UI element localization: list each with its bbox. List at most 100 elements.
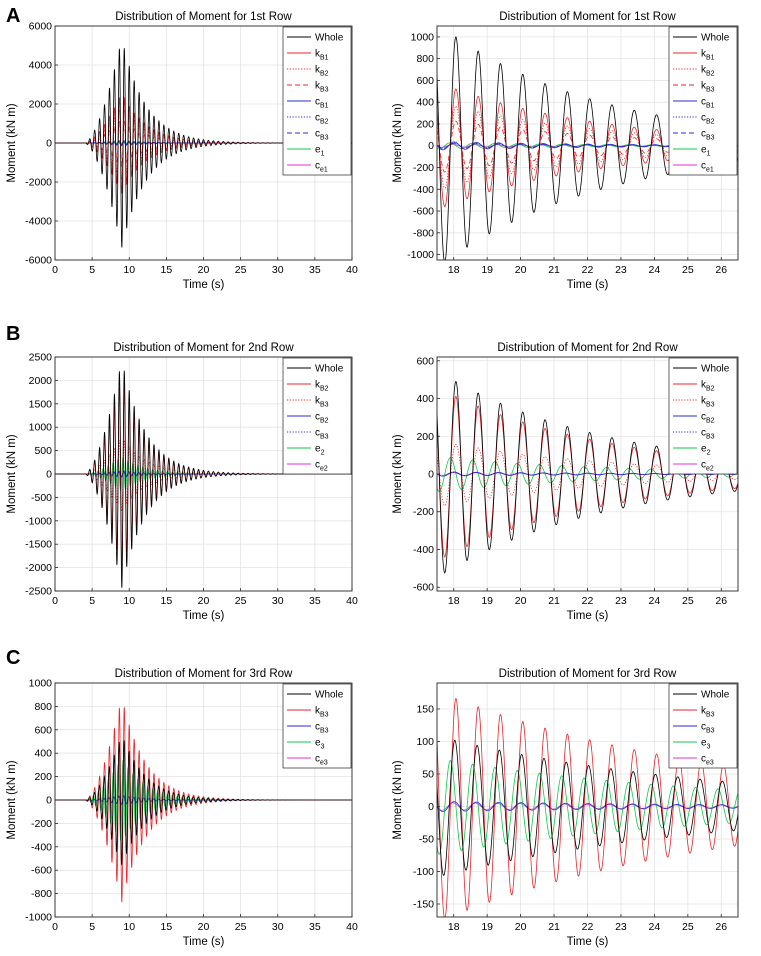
- x-tick-label: 0: [52, 264, 58, 276]
- y-tick-label: -1000: [407, 249, 434, 261]
- series-line-e2: [437, 457, 738, 492]
- x-tick-label: 25: [235, 921, 247, 933]
- y-tick-label: -100: [413, 866, 434, 878]
- legend-entry: e2: [315, 444, 325, 457]
- legend-entry: Whole: [315, 690, 344, 701]
- legend-entry: cB1: [315, 97, 329, 110]
- series-line-whole: [55, 740, 352, 865]
- y-tick-label: 1000: [29, 422, 53, 434]
- series-line-whole: [437, 380, 738, 574]
- axes-frame: [54, 356, 353, 592]
- legend-entry: cB3: [701, 428, 715, 441]
- x-axis-label: Time (s): [183, 610, 225, 622]
- chart-c-zoom: 18 19 20 21 22 23 24 25 26 -150 -100 -50 0 50 100 150 Di…: [392, 668, 739, 948]
- x-tick-label: 30: [272, 264, 284, 276]
- y-axis-label: Moment (kN m): [392, 103, 404, 182]
- legend-entry: Whole: [701, 33, 730, 44]
- y-tick-label: -4000: [25, 216, 52, 228]
- x-tick-label: 25: [682, 264, 694, 276]
- y-tick-label: -50: [419, 834, 434, 846]
- y-tick-label: 50: [422, 769, 434, 781]
- x-tick-label: 21: [548, 264, 560, 276]
- x-tick-label: 20: [515, 595, 527, 607]
- chart-b-zoom: 18 19 20 21 22 23 24 25 26 -600 -400 -200 0 200 400 600…: [392, 342, 739, 622]
- legend-entry: e2: [701, 444, 711, 457]
- y-tick-label: 800: [34, 701, 52, 713]
- x-tick-label: 18: [448, 595, 460, 607]
- y-tick-label: -1500: [25, 539, 52, 551]
- x-tick-label: 40: [346, 595, 358, 607]
- y-tick-label: 1500: [29, 398, 53, 410]
- y-tick-label: -600: [413, 582, 434, 594]
- legend: Whole kB1 kB2 kB3 cB1 cB2 cB3 e1 ce1: [282, 26, 352, 176]
- series-line-kb3: [55, 440, 352, 512]
- series-line-kb3: [437, 443, 738, 507]
- legend-entry: kB2: [315, 380, 329, 393]
- x-tick-label: 35: [309, 921, 321, 933]
- series-line-cb3: [437, 801, 738, 812]
- x-tick-label: 26: [715, 921, 727, 933]
- y-tick-label: 400: [34, 748, 52, 760]
- x-tick-label: 25: [682, 921, 694, 933]
- x-tick-label: 19: [481, 595, 493, 607]
- chart-a: 0 5 10 15 20 25 30 35 40 -6000 -4000 -2000 0 2000 4000…: [6, 11, 358, 291]
- x-tick-label: 30: [272, 921, 284, 933]
- x-tick-label: 18: [448, 264, 460, 276]
- y-tick-label: 400: [416, 97, 434, 109]
- legend-entry: kB3: [315, 706, 329, 719]
- legend: Whole kB1 kB2 kB3 cB1 cB2 cB3 e1 ce1: [668, 26, 738, 176]
- x-tick-label: 18: [448, 921, 460, 933]
- y-axis-label: Moment (kN m): [6, 434, 18, 513]
- panel-label-c: C: [6, 647, 20, 669]
- legend-entry: cB2: [701, 113, 715, 126]
- series-line-whole: [437, 739, 738, 876]
- y-tick-label: 2500: [29, 352, 53, 364]
- x-tick-label: 10: [123, 921, 135, 933]
- legend-entry: cB1: [701, 97, 715, 110]
- x-tick-label: 5: [89, 595, 95, 607]
- legend-entry: Whole: [701, 690, 730, 701]
- x-tick-label: 15: [161, 921, 173, 933]
- x-tick-label: 20: [198, 595, 210, 607]
- x-tick-label: 20: [198, 264, 210, 276]
- y-axis-label: Moment (kN m): [6, 760, 18, 839]
- x-axis-label: Time (s): [567, 279, 609, 291]
- y-tick-label: -400: [413, 544, 434, 556]
- legend-entry: ce1: [701, 161, 714, 174]
- y-tick-label: 0: [46, 795, 52, 807]
- x-tick-label: 23: [615, 595, 627, 607]
- legend-entry: cB2: [315, 412, 329, 425]
- y-tick-label: 400: [416, 393, 434, 405]
- x-axis-label: Time (s): [567, 936, 609, 948]
- x-tick-label: 0: [52, 595, 58, 607]
- legend-entry: cB3: [315, 129, 329, 142]
- legend-entry: kB1: [701, 49, 715, 62]
- chart-title: Distribution of Moment for 3rd Row: [115, 668, 293, 680]
- y-tick-label: 0: [428, 801, 434, 813]
- chart-title: Distribution of Moment for 1st Row: [115, 11, 292, 23]
- y-tick-label: -200: [413, 162, 434, 174]
- x-tick-label: 20: [515, 264, 527, 276]
- y-tick-label: -200: [31, 818, 52, 830]
- chart-title: Distribution of Moment for 2nd Row: [113, 342, 294, 354]
- y-tick-label: -2000: [25, 562, 52, 574]
- legend-entry: kB3: [315, 396, 329, 409]
- legend-entry: kB3: [315, 81, 329, 94]
- series-line-cb2: [437, 142, 738, 150]
- y-tick-label: 6000: [29, 21, 53, 33]
- y-tick-label: 0: [428, 469, 434, 481]
- axes-frame: [436, 356, 739, 592]
- x-tick-label: 19: [481, 921, 493, 933]
- legend-entry: kB1: [315, 49, 329, 62]
- y-axis-label: Moment (kN m): [6, 103, 18, 182]
- x-tick-label: 35: [309, 264, 321, 276]
- legend-entry: e3: [315, 738, 325, 751]
- legend-entry: cB2: [701, 412, 715, 425]
- x-tick-label: 5: [89, 264, 95, 276]
- legend-entry: cB3: [701, 722, 715, 735]
- y-tick-label: 150: [416, 704, 434, 716]
- x-tick-label: 22: [582, 264, 594, 276]
- chart-b: 0 5 10 15 20 25 30 35 40 -2500 -2000 -1500 -1000 -500…: [6, 342, 358, 622]
- y-tick-label: -1000: [25, 912, 52, 924]
- legend: Whole kB2 kB3 cB2 cB3 e2 ce2: [282, 357, 352, 475]
